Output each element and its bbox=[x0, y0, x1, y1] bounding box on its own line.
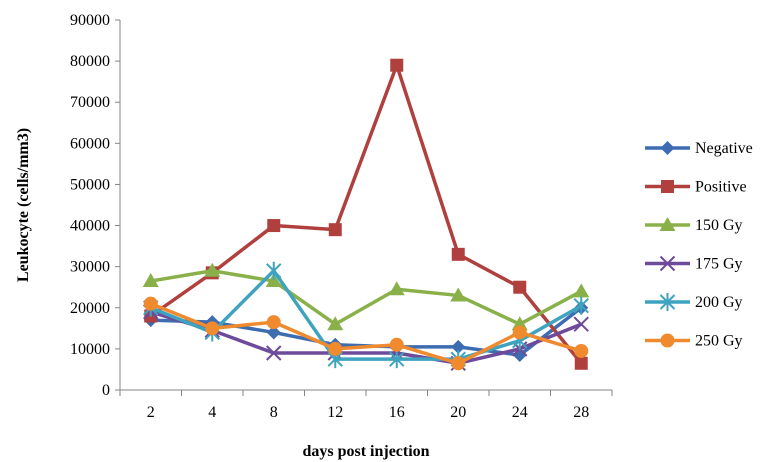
y-axis: 0 10000 20000 30000 40000 50000 60000 70000 8000… bbox=[70, 12, 121, 399]
legend-marker bbox=[659, 217, 676, 231]
data-point bbox=[204, 262, 221, 277]
legend-label: 250 Gy bbox=[695, 333, 743, 350]
legend-item: 250 Gy bbox=[645, 333, 743, 350]
data-point bbox=[265, 273, 282, 288]
data-point bbox=[574, 356, 588, 370]
series-line bbox=[150, 269, 583, 326]
x-tick-label: 8 bbox=[270, 404, 278, 421]
data-point bbox=[266, 261, 282, 280]
data-point bbox=[573, 316, 589, 332]
data-point bbox=[451, 247, 465, 261]
y-tick-label: 0 bbox=[102, 382, 110, 399]
legend-marker bbox=[660, 333, 675, 348]
series-line bbox=[150, 302, 582, 366]
data-point bbox=[513, 280, 527, 294]
legend-item: Negative bbox=[645, 140, 753, 157]
legend-marker bbox=[660, 141, 675, 155]
data-point bbox=[573, 296, 589, 315]
x-tick-label: 12 bbox=[327, 404, 343, 421]
y-tick-label: 80000 bbox=[70, 53, 110, 70]
y-tick-label: 70000 bbox=[70, 94, 110, 111]
data-point bbox=[327, 316, 344, 331]
data-point bbox=[512, 325, 527, 340]
data-point bbox=[388, 281, 405, 296]
data-point bbox=[328, 223, 342, 237]
y-tick-label: 10000 bbox=[70, 341, 110, 358]
data-point bbox=[143, 296, 158, 311]
legend-marker bbox=[659, 255, 676, 272]
legend: Negative Positive 150 Gy 175 Gy 200 Gy 250 Gy bbox=[645, 140, 753, 350]
legend-label: Positive bbox=[695, 179, 747, 196]
data-point bbox=[266, 345, 282, 361]
data-point bbox=[142, 273, 159, 288]
data-point bbox=[451, 356, 466, 371]
legend-item: 150 Gy bbox=[645, 217, 743, 234]
data-point bbox=[573, 283, 590, 298]
legend-label: 200 Gy bbox=[695, 294, 743, 311]
x-tick-label: 28 bbox=[573, 404, 589, 421]
x-axis: 2 4 8 12 16 20 24 28 bbox=[119, 389, 613, 421]
legend-marker bbox=[661, 180, 674, 193]
series-line bbox=[150, 310, 582, 366]
data-point bbox=[266, 315, 281, 330]
data-point bbox=[389, 337, 404, 352]
data-point bbox=[267, 219, 281, 233]
y-axis-title: Leukocyte (cells/mm3) bbox=[15, 128, 32, 282]
x-tick-label: 4 bbox=[208, 404, 216, 421]
y-tick-label: 20000 bbox=[70, 300, 110, 317]
x-tick-label: 16 bbox=[389, 404, 405, 421]
series-line bbox=[149, 63, 583, 365]
legend-item: 200 Gy bbox=[645, 293, 743, 311]
y-tick-label: 30000 bbox=[70, 259, 110, 276]
x-tick-label: 2 bbox=[147, 404, 155, 421]
series-250-gy bbox=[143, 296, 589, 371]
legend-label: 175 Gy bbox=[695, 256, 743, 273]
y-tick-label: 90000 bbox=[70, 12, 110, 29]
legend-label: Negative bbox=[695, 140, 753, 157]
series-line bbox=[150, 269, 583, 361]
legend-item: 175 Gy bbox=[645, 256, 743, 273]
data-point bbox=[451, 339, 466, 354]
y-tick-label: 50000 bbox=[70, 176, 110, 193]
data-point bbox=[205, 321, 220, 336]
legend-label: 150 Gy bbox=[695, 217, 743, 234]
data-point bbox=[450, 287, 467, 302]
data-point bbox=[389, 350, 405, 369]
y-tick-label: 60000 bbox=[70, 135, 110, 152]
legend-item: Positive bbox=[645, 179, 747, 196]
x-tick-label: 24 bbox=[512, 404, 528, 421]
data-point bbox=[574, 343, 589, 358]
series-group bbox=[142, 58, 590, 371]
data-point bbox=[266, 325, 281, 340]
y-tick-label: 40000 bbox=[70, 218, 110, 235]
data-point bbox=[328, 341, 343, 356]
legend-marker bbox=[659, 293, 676, 311]
x-tick-label: 20 bbox=[450, 404, 466, 421]
data-point bbox=[390, 58, 404, 72]
x-axis-title: days post injection bbox=[302, 443, 429, 460]
